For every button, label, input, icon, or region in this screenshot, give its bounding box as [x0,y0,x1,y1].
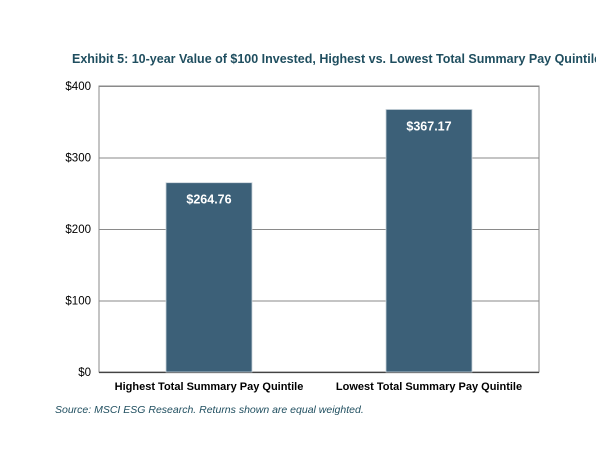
data-label: $264.76 [186,193,231,207]
bar [165,182,253,373]
x-axis-labels: Highest Total Summary Pay Quintile Lowest… [115,381,522,393]
chart-title: Exhibit 5: 10-year Value of $100 Investe… [72,52,596,66]
y-tick-label: $0 [78,367,91,379]
gridlines [98,85,540,374]
x-tick-label: Highest Total Summary Pay Quintile [115,381,304,393]
y-tick-label: $200 [65,224,91,236]
bar [385,109,473,373]
y-axis-ticks: $0 $100 $200 $300 $400 [65,81,91,379]
data-label: $367.17 [406,119,451,133]
y-tick-label: $100 [65,296,91,308]
source-note: Source: MSCI ESG Research. Returns shown… [55,404,364,416]
y-tick-label: $300 [65,153,91,165]
bars: $264.76 $367.17 [165,109,473,373]
y-tick-label: $400 [65,81,91,93]
x-tick-label: Lowest Total Summary Pay Quintile [336,381,522,393]
